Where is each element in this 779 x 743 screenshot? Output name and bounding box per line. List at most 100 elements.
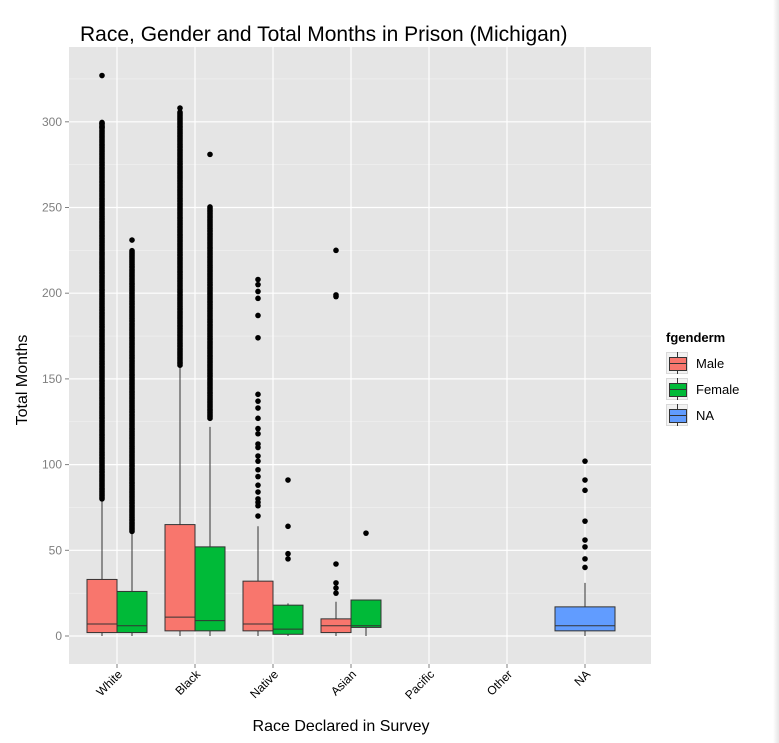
grid-lines (69, 47, 651, 664)
outlier-point (255, 430, 261, 437)
box-iqr (242, 580, 274, 632)
box-iqr (554, 606, 616, 632)
legend-label-female: Female (696, 381, 740, 397)
outlier-point (333, 585, 339, 591)
box-iqr (116, 590, 148, 634)
outlier-point (333, 580, 339, 586)
y-tick-label: 100 (42, 458, 62, 472)
box-white-female (116, 237, 148, 636)
outlier-point (333, 247, 339, 254)
outlier-point (582, 544, 588, 550)
box-iqr (194, 546, 226, 632)
outlier-point (255, 458, 261, 464)
legend-item-male: Male (666, 350, 739, 376)
y-tick-label: 50 (49, 543, 63, 557)
outlier-point (255, 281, 261, 288)
outlier-point (129, 237, 135, 243)
outlier-point (177, 109, 183, 116)
outlier-point (255, 466, 261, 473)
box-asian-male (320, 247, 352, 636)
window-edge (773, 0, 779, 743)
outlier-point (255, 482, 261, 488)
y-axis-label: Total Months (14, 335, 31, 426)
outlier-point (255, 334, 261, 341)
box-na-na (554, 458, 616, 636)
y-tick-label: 0 (55, 629, 62, 643)
x-axis-label: Race Declared in Survey (253, 718, 430, 735)
outlier-point (285, 550, 291, 557)
outlier-point (582, 518, 588, 524)
x-tick-label-asian: Asian (328, 667, 359, 698)
outlier-point (255, 453, 261, 459)
outlier-point (582, 487, 588, 494)
box-iqr (86, 578, 118, 634)
outlier-point (582, 537, 588, 543)
outlier-point (255, 288, 261, 295)
box-black-female (194, 151, 226, 636)
legend-key-female (666, 378, 688, 400)
legend: fgenderm Male Female NA (666, 330, 739, 428)
chart-title: Race, Gender and Total Months in Prison … (80, 23, 568, 46)
y-axis: 0 50 100 150 200 250 300 (42, 115, 69, 643)
y-tick-label: 250 (42, 201, 62, 215)
legend-key-na (666, 404, 688, 426)
legend-item-na: NA (666, 402, 739, 428)
plot-panel (69, 47, 651, 664)
outlier-point (582, 564, 588, 571)
outlier-point (255, 405, 261, 411)
x-tick-label-black: Black (172, 667, 203, 698)
outlier-point (582, 477, 588, 483)
outlier-point (333, 561, 339, 567)
x-tick-label-pacific: Pacific (402, 667, 437, 702)
outlier-point (255, 489, 261, 495)
outlier-point (255, 415, 261, 422)
box-iqr (164, 524, 196, 632)
legend-label-na: NA (696, 407, 715, 423)
legend-title: fgenderm (666, 330, 726, 345)
outlier-point (333, 292, 339, 298)
outlier-point (129, 247, 135, 254)
outlier-point (207, 204, 213, 210)
outlier-point (99, 124, 105, 130)
y-tick-label: 150 (42, 372, 62, 386)
x-axis: White Black Native Asian Pacific Other NA (94, 664, 593, 702)
outlier-point (255, 398, 261, 404)
legend-item-female: Female (666, 376, 739, 402)
box-iqr (350, 599, 382, 628)
x-tick-label-na: NA (571, 667, 593, 689)
outlier-point (255, 276, 261, 283)
outlier-point (363, 530, 369, 536)
outlier-point (99, 72, 105, 79)
x-tick-label-native: Native (247, 667, 281, 701)
x-tick-label-other: Other (484, 667, 515, 698)
outlier-point (255, 441, 261, 447)
outlier-point (255, 473, 261, 480)
box-plots (86, 72, 616, 636)
box-asian-female (350, 530, 382, 636)
outlier-point (333, 590, 339, 596)
box-native-female (272, 477, 304, 636)
outlier-point (582, 556, 588, 562)
outlier-point (285, 477, 291, 483)
y-tick-label: 200 (42, 286, 62, 300)
box-native-male (242, 276, 274, 636)
box-iqr (272, 604, 304, 635)
legend-label-male: Male (696, 355, 725, 371)
outlier-point (285, 556, 291, 562)
outlier-point (255, 425, 261, 432)
outlier-point (207, 151, 213, 158)
box-black-male (164, 105, 196, 636)
legend-key-male (666, 352, 688, 374)
outlier-point (285, 523, 291, 530)
outlier-point (255, 295, 261, 302)
outlier-point (255, 312, 261, 319)
outlier-point (177, 105, 183, 111)
outlier-point (582, 458, 588, 464)
outlier-point (255, 391, 261, 398)
y-tick-label: 300 (42, 115, 62, 129)
outlier-point (255, 496, 261, 502)
x-tick-label-white: White (94, 667, 126, 699)
outlier-point (255, 513, 261, 519)
box-white-male (86, 72, 118, 636)
